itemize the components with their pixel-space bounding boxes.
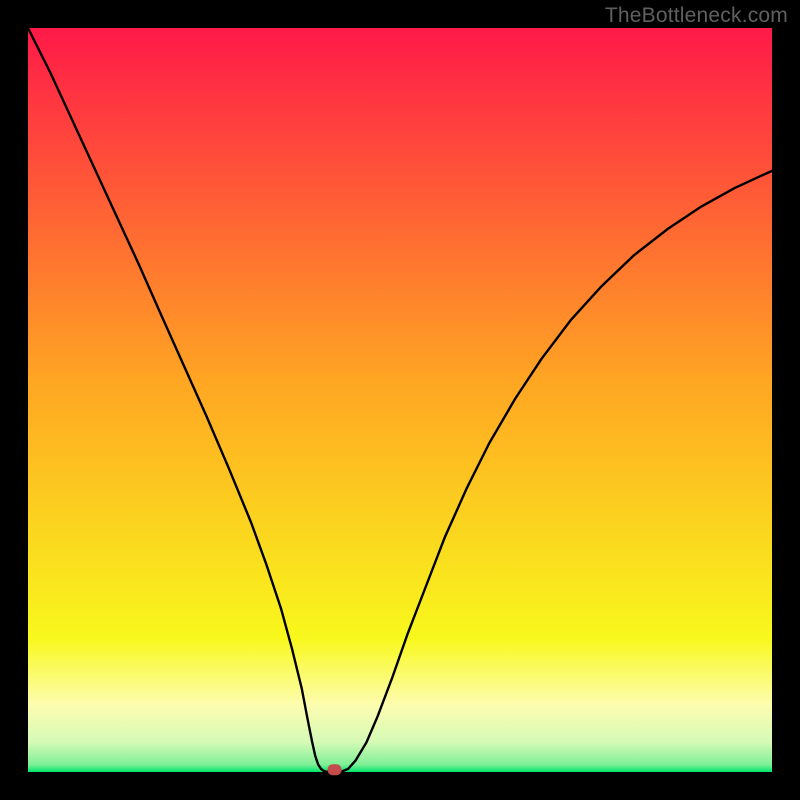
curve-left-branch <box>28 28 329 772</box>
watermark-text: TheBottleneck.com <box>605 4 788 28</box>
chart-plot-area <box>28 28 772 772</box>
chart-svg-layer <box>28 28 772 772</box>
min-marker <box>328 764 342 775</box>
curve-right-branch <box>340 171 772 772</box>
